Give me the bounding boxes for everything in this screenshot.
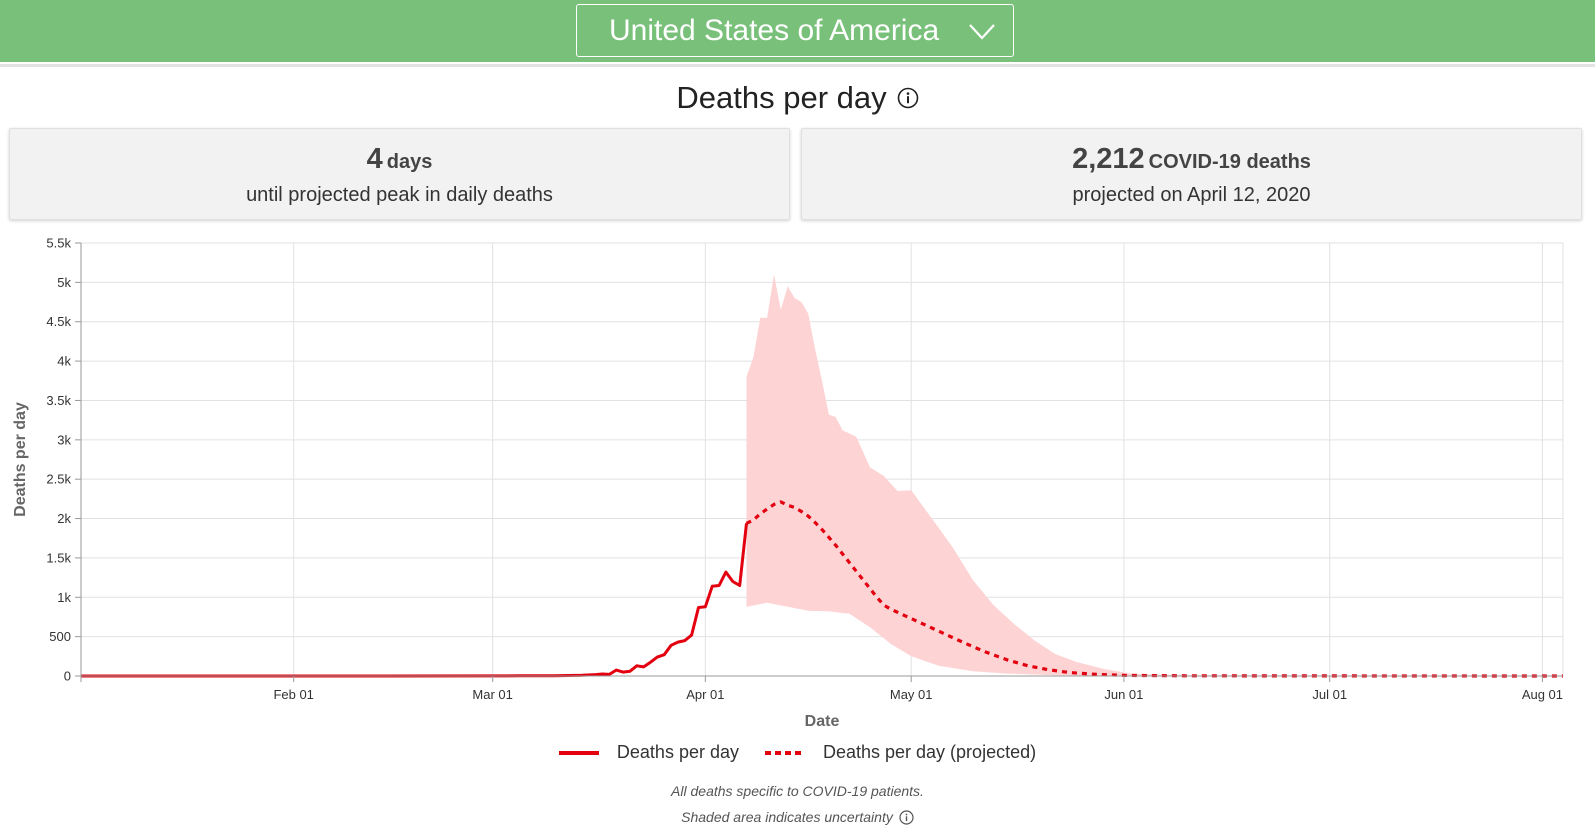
info-icon[interactable] [899, 809, 914, 825]
page-title: Deaths per day [676, 80, 887, 115]
footnote-deaths: All deaths specific to COVID-19 patients… [671, 783, 924, 799]
chevron-down-icon [969, 24, 995, 40]
actual-deaths-line [81, 523, 748, 678]
info-icon[interactable] [897, 87, 919, 109]
legend-item-actual[interactable]: Deaths per day [558, 742, 739, 763]
deaths-chart: 0 500 1k 1.5k 2k 2.5k 3k 3.5k 4k 4.5k 5k 5.5k Feb 01… [12, 236, 1564, 728]
projected-deaths-unit: COVID-19 deaths [1148, 151, 1311, 173]
y-tick-label: 5k [57, 275, 71, 290]
y-tick-label: 500 [49, 629, 71, 644]
x-tick-label: Mar 01 [472, 687, 512, 702]
x-tick-label: Jul 01 [1312, 687, 1347, 702]
peak-days-value: 4 [366, 143, 383, 175]
footnote-uncertainty: Shaded area indicates uncertainty [681, 809, 893, 825]
x-tick-label: Feb 01 [273, 687, 313, 702]
x-axis-title: Date [805, 713, 840, 728]
header-divider [0, 64, 1595, 67]
legend-item-projected[interactable]: Deaths per day (projected) [764, 742, 1037, 763]
y-tick-label: 0 [64, 669, 71, 684]
legend-label-actual: Deaths per day [616, 742, 739, 762]
projected-deaths-line [745, 500, 1564, 678]
header-bar [0, 0, 1595, 62]
uncertainty-band-layer [746, 274, 1563, 676]
title-row: Deaths per day [0, 78, 1595, 118]
y-tick-label: 1.5k [46, 550, 71, 565]
legend-swatch-dashed [764, 750, 805, 755]
x-tick-label: May 01 [890, 687, 933, 702]
y-tick-label: 3k [57, 432, 71, 447]
y-tick-label: 2k [57, 511, 71, 526]
x-tick-label: Jun 01 [1104, 687, 1143, 702]
uncertainty-band [746, 274, 1563, 676]
chart-axes: 0 500 1k 1.5k 2k 2.5k 3k 3.5k 4k 4.5k 5k 5.5k Feb 01… [46, 236, 1563, 703]
series-layer [81, 500, 1564, 678]
footnote-uncertainty-row: Shaded area indicates uncertainty [0, 809, 1595, 825]
y-tick-label: 1k [57, 590, 71, 605]
projected-deaths-card: 2,212 COVID-19 deaths projected on April … [801, 128, 1582, 220]
chart-legend: Deaths per day Deaths per day (projected… [0, 742, 1595, 763]
y-tick-label: 4k [57, 354, 71, 369]
x-tick-label: Apr 01 [686, 687, 724, 702]
legend-label-projected: Deaths per day (projected) [822, 742, 1037, 762]
peak-days-subtitle: until projected peak in daily deaths [246, 184, 553, 206]
projected-deaths-subtitle: projected on April 12, 2020 [1072, 184, 1311, 206]
y-tick-label: 3.5k [46, 393, 71, 408]
y-tick-label: 4.5k [46, 314, 71, 329]
y-tick-label: 5.5k [46, 236, 71, 251]
country-dropdown-label: United States of America [609, 14, 940, 47]
projected-deaths-value: 2,212 [1072, 143, 1145, 175]
peak-days-unit: days [386, 151, 433, 173]
x-tick-label: Aug 01 [1522, 687, 1563, 702]
country-dropdown[interactable]: United States of America [576, 4, 1014, 57]
peak-days-card: 4 days until projected peak in daily deat… [9, 128, 790, 220]
y-tick-label: 2.5k [46, 472, 71, 487]
y-axis-title: Deaths per day [12, 402, 29, 517]
legend-swatch-solid [558, 750, 599, 755]
